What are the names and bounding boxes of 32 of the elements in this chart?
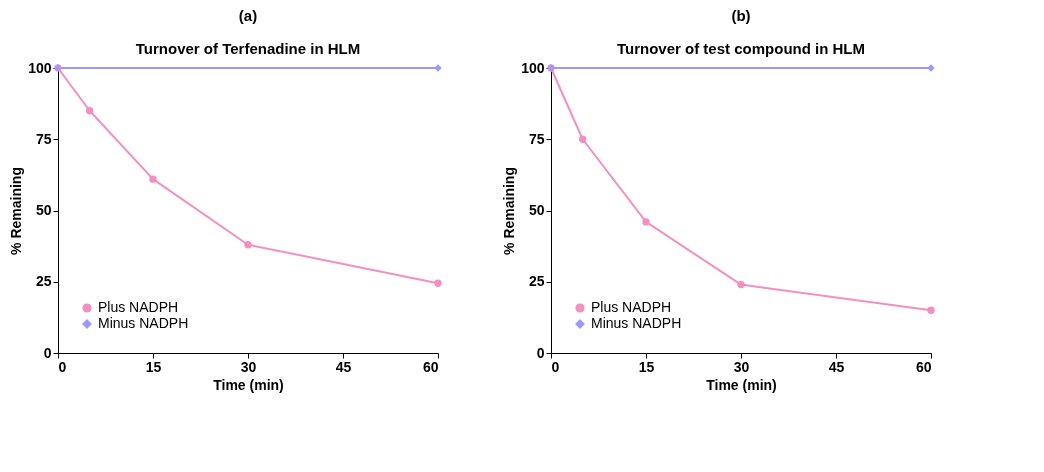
y-tick-label: 100 [521, 59, 545, 76]
y-tick-label: 50 [528, 202, 545, 218]
y-tick-label: 50 [35, 202, 52, 218]
x-tick-label: 30 [240, 358, 257, 375]
chart-subtitle: Turnover of Terfenadine in HLM [135, 40, 361, 57]
x-tick-label: 60 [915, 358, 932, 375]
legend-label: Plus NADPH [591, 299, 672, 315]
legend-label: Minus NADPH [98, 315, 189, 331]
chart-title: (a) [238, 7, 258, 24]
x-tick-label: 0 [551, 358, 560, 375]
chart-title: (b) [731, 7, 751, 24]
y-tick-label: 25 [528, 273, 545, 290]
y-tick-label: 75 [528, 130, 545, 147]
x-tick-label: 0 [58, 358, 67, 375]
y-tick-label: 100 [28, 59, 52, 76]
x-axis-title: Time (min) [213, 376, 284, 393]
y-tick-label: 0 [536, 344, 545, 361]
x-tick-label: 15 [145, 358, 162, 375]
y-tick-label: 75 [35, 130, 52, 147]
chart-subtitle: Turnover of test compound in HLM [616, 40, 866, 57]
y-axis-title: % Remaining [8, 167, 25, 255]
x-axis-title: Time (min) [706, 376, 777, 393]
y-tick-label: 0 [43, 344, 52, 361]
x-tick-label: 30 [733, 358, 750, 375]
x-tick-label: 45 [828, 358, 845, 375]
x-tick-label: 15 [638, 358, 655, 375]
x-tick-label: 45 [335, 358, 352, 375]
x-tick-label: 60 [422, 358, 439, 375]
y-axis-title: % Remaining [501, 167, 518, 255]
legend-label: Minus NADPH [591, 315, 682, 331]
legend-label: Plus NADPH [98, 299, 179, 315]
y-tick-label: 25 [35, 273, 52, 290]
